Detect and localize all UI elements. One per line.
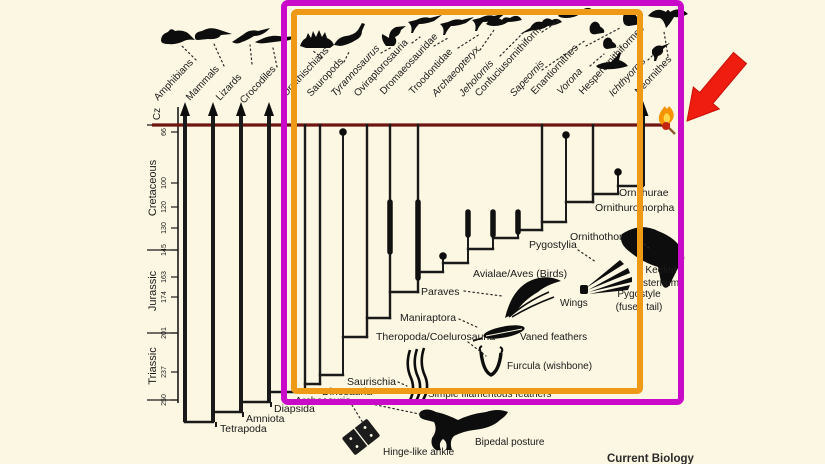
- orange-highlight-box: [291, 9, 643, 394]
- arrowhead: [180, 102, 190, 116]
- clade-saurischia: Saurischia: [347, 376, 396, 388]
- hinge-leader: [351, 404, 364, 424]
- journal-credit: Current Biology: [607, 453, 694, 464]
- pygostylia-leader: [577, 249, 597, 263]
- axis-ticks: [171, 131, 178, 401]
- branch-ichthyornis: [614, 168, 622, 194]
- period-jurassic: Jurassic: [147, 270, 159, 311]
- pygostyle-illustration: [580, 260, 632, 294]
- tick-66: 66: [161, 128, 168, 136]
- silhouette-leaders: [181, 19, 669, 71]
- clade-avialae: Avialae/Aves (Birds): [473, 268, 567, 280]
- magenta-highlight-box: [281, 0, 684, 405]
- era-cz-label: Cz: [152, 108, 163, 120]
- furcula-illustration: [478, 345, 504, 377]
- period-triassic: Triassic: [147, 347, 159, 385]
- saurischia-filaments-leader: [397, 381, 408, 387]
- dromaeosauridae-silhouette-icon: [440, 17, 474, 35]
- vaned-feather-illustration: [472, 325, 525, 342]
- branch-mammals: [208, 102, 218, 422]
- arrowhead: [208, 102, 218, 116]
- trait-annotations: Wings Pygostyle (fused tail) Keeled ster…: [342, 227, 685, 458]
- bipedal-posture-label: Bipedal posture: [475, 437, 545, 448]
- maniraptora-leader: [458, 318, 480, 329]
- vaned-feathers-label: Vaned feathers: [520, 332, 587, 343]
- clade-diapsida: Diapsida: [274, 403, 315, 415]
- clade-tetrapoda: Tetrapoda: [220, 423, 267, 435]
- red-pointer-arrow-icon: [686, 51, 748, 122]
- branch-tyrannosaurus: [339, 128, 347, 375]
- clade-ornithuromorpha: Ornithuromorpha: [595, 202, 675, 214]
- sauropods-silhouette-icon: [334, 23, 365, 46]
- extinct-branches: [303, 123, 622, 394]
- wings-illustration: [505, 277, 561, 318]
- tree-ladder: [183, 184, 645, 424]
- branch-amphibians: [180, 102, 190, 422]
- clade-labels: Tetrapoda Amniota Diapsida Archosauria D…: [215, 187, 675, 435]
- branch-lizards: [236, 102, 246, 412]
- keeled-label-1: Keeled: [645, 265, 676, 276]
- axis-tick-labels: 66 100 120 130 145 163 174 201 237 250: [161, 128, 168, 406]
- tick-120: 120: [161, 201, 168, 213]
- clade-maniraptora: Maniraptora: [400, 312, 456, 324]
- fossil-dot: [562, 131, 570, 139]
- tick-130: 130: [161, 222, 168, 234]
- extinction-match-icon: [658, 106, 676, 135]
- oviraptorosauria-silhouette-icon: [408, 15, 442, 33]
- clade-theropoda: Theropoda/Coelurosauria: [376, 331, 495, 343]
- clade-ornithurae: Ornithurae: [619, 187, 669, 199]
- crocodiles-silhouette-icon: [255, 35, 297, 44]
- tick-163: 163: [161, 271, 168, 283]
- fossil-dot: [339, 128, 347, 136]
- sapeornis-silhouette-icon: [589, 21, 605, 40]
- taxon-crocodiles: Crocodiles: [238, 64, 278, 106]
- amphibians-silhouette-icon: [161, 29, 195, 45]
- mammals-silhouette-icon: [194, 28, 232, 40]
- tick-174: 174: [161, 291, 168, 303]
- hinge-ankle-label: Hinge-like ankle: [383, 447, 455, 458]
- arrowhead: [236, 102, 246, 116]
- arrowhead: [264, 102, 274, 116]
- branch-archaeopteryx: [439, 252, 447, 272]
- time-axis: 66 100 120 130 145 163 174 201 237 250 C…: [147, 107, 179, 406]
- furcula-label: Furcula (wishbone): [507, 361, 592, 372]
- clade-amniota: Amniota: [246, 413, 285, 425]
- keeled-sternum-illustration: [621, 227, 685, 288]
- ornithischians-silhouette-icon: [300, 30, 334, 48]
- bipedal-dinosaur-illustration: [419, 409, 508, 450]
- extant-branches: [180, 101, 649, 422]
- paraves-wings-leader: [463, 290, 503, 297]
- fossil-dot: [614, 168, 622, 176]
- filaments-label: Simple filamentous feathers: [428, 389, 551, 400]
- tick-100: 100: [161, 177, 168, 189]
- clade-paraves: Paraves: [421, 286, 460, 298]
- branch-crocodiles: [264, 102, 274, 402]
- keeled-label-2: sternum: [643, 278, 679, 289]
- wings-label: Wings: [560, 298, 588, 309]
- clade-pygostylia: Pygostylia: [529, 239, 577, 251]
- fossil-dot: [439, 252, 447, 260]
- tick-237: 237: [161, 366, 168, 378]
- period-cretaceous: Cretaceous: [147, 159, 159, 216]
- theropoda-furcula-leader: [467, 341, 487, 357]
- hinge-ankle-illustration: [342, 419, 380, 455]
- branch-vorona: [562, 131, 570, 222]
